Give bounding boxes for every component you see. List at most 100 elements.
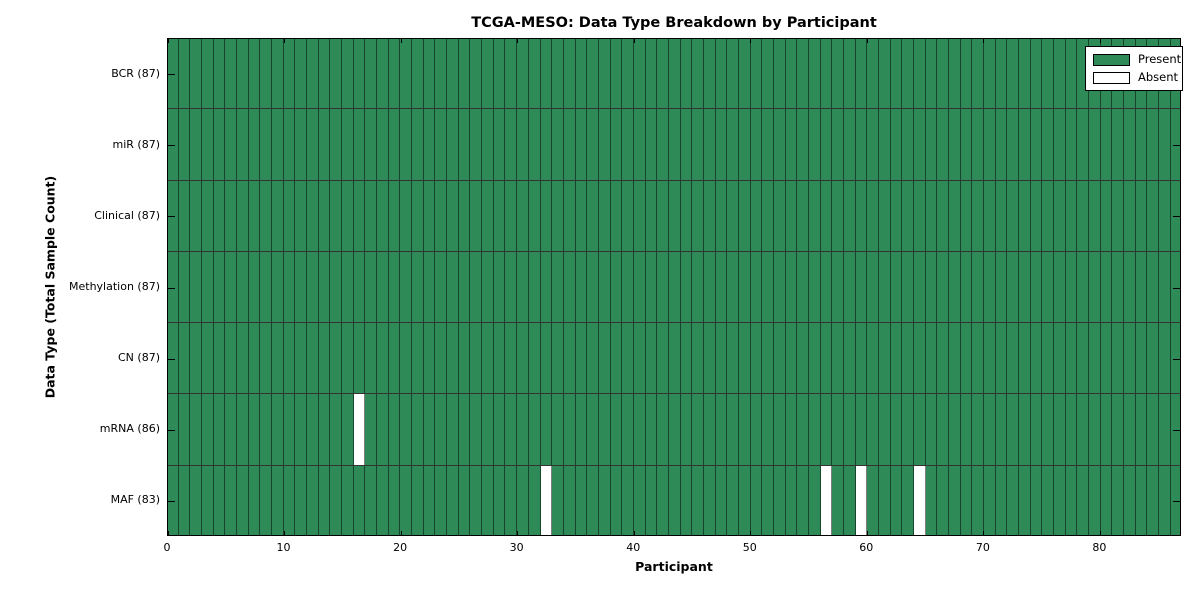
grid-cell [984,323,996,394]
grid-cell [435,465,448,536]
grid-cell [680,465,693,536]
grid-cell [190,394,203,465]
grid-cell [283,180,296,251]
grid-cell [505,394,518,465]
grid-cell [937,465,950,536]
grid-cell [202,180,214,251]
grid-cell [622,251,634,323]
grid-cell [1089,109,1101,180]
grid-cell [925,465,938,536]
grid-cell [1054,251,1066,323]
grid-cell [785,38,798,109]
grid-cell [225,323,238,394]
grid-cell [190,180,203,251]
grid-cell [598,109,611,180]
grid-cell [248,180,261,251]
grid-cell [925,38,938,109]
grid-cell [1054,323,1066,394]
grid-cell [657,465,669,536]
grid-cell [1135,251,1148,323]
grid-cell [867,323,879,394]
grid-cell [470,465,483,536]
grid-cell [435,38,448,109]
grid-cell [937,394,950,465]
grid-cell [984,251,996,323]
grid-cell [750,180,763,251]
grid-cell [703,251,716,323]
grid-cell [914,180,926,251]
grid-cell [447,394,459,465]
grid-cell [972,38,985,109]
grid-cell [925,109,938,180]
grid-cell [727,38,739,109]
grid-cell [330,323,343,394]
grid-cell [1007,109,1020,180]
grid-cell [1019,465,1031,536]
grid-cell [482,180,494,251]
grid-cell [505,323,518,394]
grid-cell [902,394,914,465]
grid-cell [307,109,319,180]
grid-cell [1100,251,1113,323]
plot-area: Present Absent [167,38,1183,536]
grid-cell [470,323,483,394]
grid-cell [832,394,844,465]
grid-cell [307,394,319,465]
grid-cell [563,180,576,251]
grid-cell [960,251,973,323]
grid-cell [563,251,576,323]
grid-cell [622,323,634,394]
grid-cell [645,251,658,323]
grid-cell [423,38,436,109]
grid-cell [388,109,401,180]
grid-cell [1007,465,1020,536]
grid-cell [517,251,529,323]
grid-cell [575,38,588,109]
grid-cell [622,38,634,109]
grid-cell [1077,465,1090,536]
grid-cell [1054,394,1066,465]
grid-cell [785,251,798,323]
grid-cell [738,465,751,536]
grid-cell [272,394,284,465]
grid-cell [248,38,261,109]
grid-cell [1159,109,1171,180]
grid-cell [855,38,868,109]
grid-cell [1019,180,1031,251]
grid-cell [225,394,238,465]
grid-cell [1159,323,1171,394]
grid-cell [377,394,389,465]
grid-cell [960,394,973,465]
grid-cell [365,323,378,394]
grid-cell [703,38,716,109]
grid-cell [458,394,471,465]
grid-cell [902,109,914,180]
grid-cell [307,251,319,323]
y-tick-label: MAF (83) [110,493,160,507]
grid-cell [668,109,681,180]
grid-cell [190,109,203,180]
grid-cell [797,38,809,109]
grid-cell [563,394,576,465]
grid-cell [260,323,273,394]
grid-cell [610,180,623,251]
grid-cell [248,251,261,323]
grid-cell [295,38,308,109]
grid-cell [435,323,448,394]
x-tick-label: 50 [742,541,757,554]
grid-cell [949,180,961,251]
grid-cell [902,465,914,536]
grid-cell [692,323,704,394]
grid-cell [1135,394,1148,465]
grid-cell [937,251,950,323]
grid-cell [528,251,541,323]
grid-cell [202,323,214,394]
grid-cell [703,180,716,251]
grid-cell [237,465,249,536]
grid-cell [622,109,634,180]
grid-cell [750,465,763,536]
grid-cell [949,394,961,465]
grid-cell [1077,251,1090,323]
x-tick-label: 60 [859,541,874,554]
grid-cell [493,323,506,394]
